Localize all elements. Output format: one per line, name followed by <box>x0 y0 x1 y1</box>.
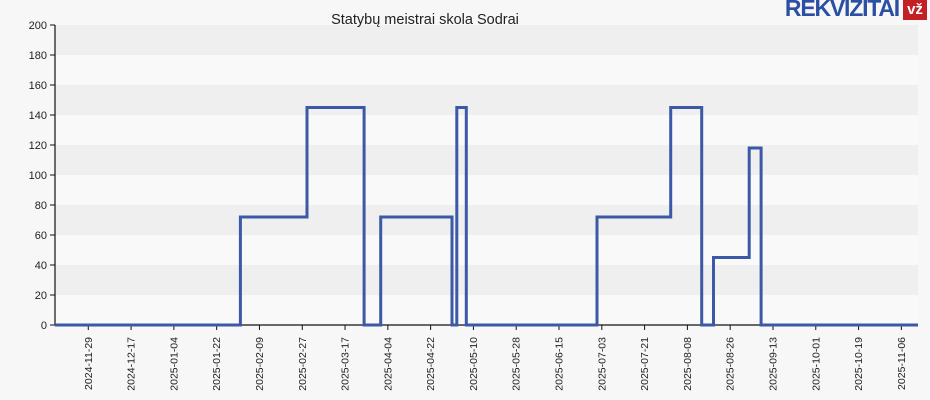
vz-logo-badge: vž <box>903 0 927 20</box>
plot-band <box>55 235 918 265</box>
y-tick-label: 80 <box>35 200 47 212</box>
x-tick-label: 2024-11-29 <box>83 337 95 390</box>
x-tick-label: 2025-01-04 <box>168 337 180 391</box>
plot-band <box>55 85 918 115</box>
plot-band <box>55 145 918 175</box>
y-tick-label: 200 <box>29 20 47 32</box>
plot-band <box>55 55 918 85</box>
x-tick-label: 2024-12-17 <box>126 337 138 391</box>
y-tick-label: 180 <box>29 50 47 62</box>
rekvizitai-logo[interactable]: REKVIZITAI vž <box>785 0 927 21</box>
x-tick-label: 2025-08-26 <box>725 337 737 391</box>
y-tick-label: 160 <box>29 80 47 92</box>
plot-band <box>55 175 918 205</box>
y-tick-label: 20 <box>35 290 47 302</box>
x-tick-label: 2025-05-10 <box>468 337 480 391</box>
debt-series-line <box>55 106 918 327</box>
chart-title: Statybų meistrai skola Sodrai <box>331 12 519 28</box>
x-tick-label: 2025-04-04 <box>382 337 394 391</box>
y-tick-label: 100 <box>29 170 47 182</box>
plot-band <box>55 295 918 325</box>
y-axis-ticks: 0 20 40 60 80 100 120 140 160 180 200 <box>29 20 55 332</box>
x-tick-label: 2025-07-21 <box>639 337 651 391</box>
y-tick-label: 0 <box>41 320 47 332</box>
x-tick-label: 2025-02-27 <box>297 337 309 391</box>
plot-background-bands <box>55 25 918 325</box>
x-tick-label: 2025-10-01 <box>810 337 822 391</box>
x-tick-label: 2025-10-19 <box>853 337 865 391</box>
rekvizitai-logo-text: REKVIZITAI <box>784 0 900 21</box>
y-tick-label: 120 <box>29 140 47 152</box>
y-tick-label: 40 <box>35 260 47 272</box>
x-tick-label: 2025-05-28 <box>511 337 523 391</box>
x-tick-label: 2025-11-06 <box>896 337 908 390</box>
x-tick-label: 2025-01-22 <box>211 337 223 391</box>
plot-band <box>55 265 918 295</box>
x-tick-label: 2025-07-03 <box>596 337 608 391</box>
y-tick-label: 60 <box>35 230 47 242</box>
x-tick-label: 2025-09-13 <box>767 337 779 391</box>
y-tick-label: 140 <box>29 110 47 122</box>
plot-band <box>55 205 918 235</box>
plot-band <box>55 115 918 145</box>
plot-band <box>55 25 918 55</box>
x-tick-label: 2025-08-08 <box>682 337 694 391</box>
x-axis-ticks: 2024-11-29 2024-12-17 2025-01-04 2025-01-22… <box>83 325 908 391</box>
x-tick-label: 2025-04-22 <box>425 337 437 391</box>
x-tick-label: 2025-02-09 <box>254 337 266 391</box>
x-tick-label: 2025-03-17 <box>340 337 352 391</box>
x-tick-label: 2025-06-15 <box>554 337 566 391</box>
